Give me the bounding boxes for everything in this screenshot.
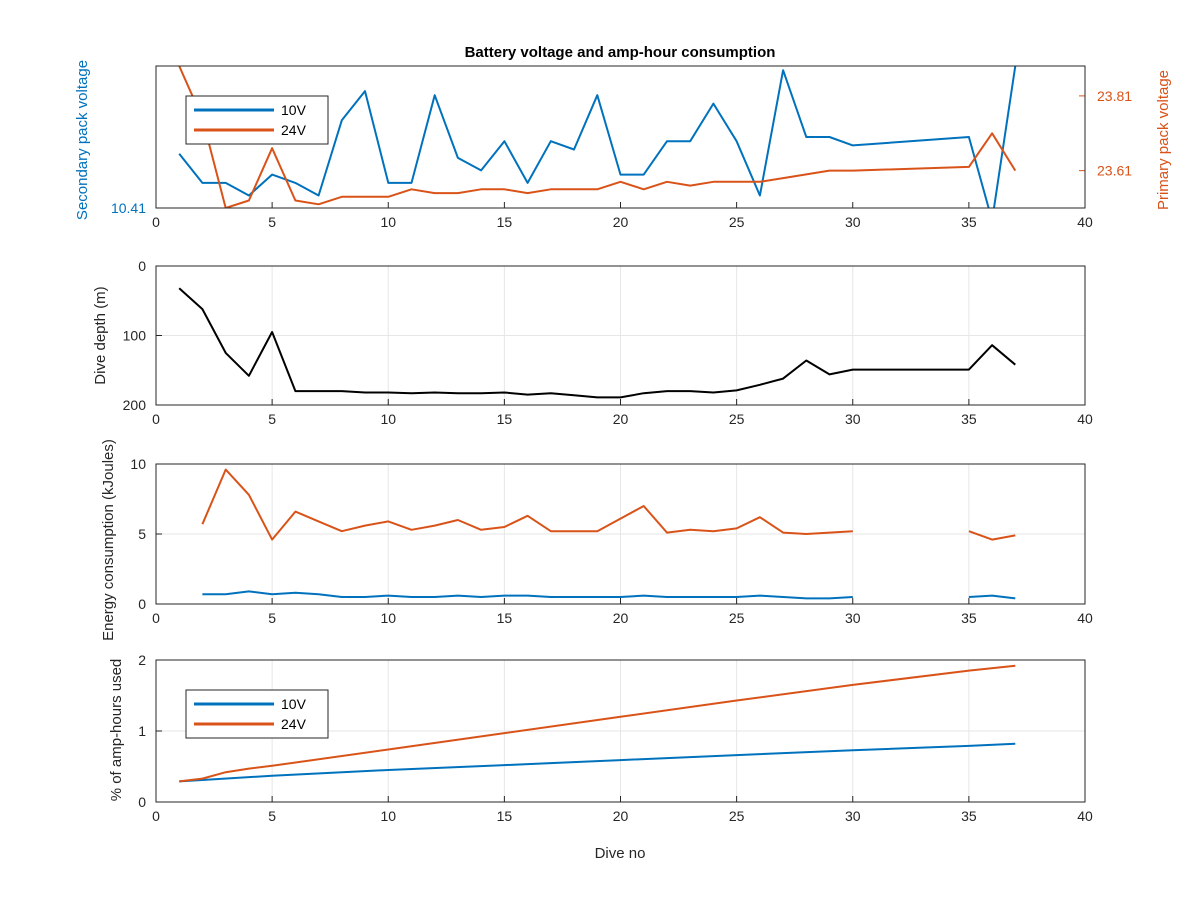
x-tick-label: 5	[268, 214, 276, 230]
x-tick-label: 35	[961, 610, 977, 626]
series-line-24V	[178, 66, 1017, 208]
y-tick-label: 200	[123, 397, 147, 413]
plot-border-4	[155, 659, 1086, 803]
y-tick-label: 5	[138, 526, 146, 542]
x-tick-label: 0	[152, 808, 160, 824]
legend-label: 24V	[281, 122, 307, 138]
y-right-tick-label: 23.81	[1097, 88, 1132, 104]
x-tick-label: 10	[380, 411, 396, 427]
y-tick-label: 10	[130, 456, 146, 472]
x-tick-label: 35	[961, 411, 977, 427]
x-tick-label: 40	[1077, 808, 1093, 824]
series-line-energy-0-0	[201, 468, 853, 541]
plot-border-3	[155, 463, 1086, 605]
x-tick-label: 10	[380, 214, 396, 230]
x-axis-label: Dive no	[595, 845, 646, 862]
x-tick-label: 10	[380, 808, 396, 824]
y-tick-label: 0	[138, 258, 146, 274]
series-line-energy-1-1	[968, 594, 1016, 600]
x-tick-label: 40	[1077, 610, 1093, 626]
y-tick-label: 2	[138, 652, 146, 668]
x-tick-label: 25	[729, 214, 745, 230]
plot-border-2	[155, 265, 1086, 406]
y-axis-label-amp-hours: % of amp-hours used	[108, 659, 125, 802]
x-tick-label: 15	[497, 411, 513, 427]
x-tick-label: 20	[613, 214, 629, 230]
x-tick-label: 30	[845, 214, 861, 230]
x-tick-label: 35	[961, 808, 977, 824]
x-tick-label: 15	[497, 610, 513, 626]
y-left-tick-label: 10.41	[111, 200, 146, 216]
legend-box	[185, 689, 329, 739]
y-axis-label-energy: Energy consumption (kJoules)	[100, 439, 117, 641]
x-tick-label: 10	[380, 610, 396, 626]
x-tick-label: 5	[268, 411, 276, 427]
legend-label: 10V	[281, 696, 307, 712]
x-tick-label: 20	[613, 411, 629, 427]
y-tick-label: 0	[138, 794, 146, 810]
plot-border-1	[155, 65, 1086, 209]
x-tick-label: 30	[845, 808, 861, 824]
x-tick-label: 15	[497, 214, 513, 230]
figure-title: Battery voltage and amp-hour consumption	[465, 44, 776, 61]
series-line-energy-1-0	[202, 590, 853, 600]
x-tick-label: 25	[729, 610, 745, 626]
legend-label: 24V	[281, 716, 307, 732]
y-tick-label: 1	[138, 723, 146, 739]
x-tick-label: 15	[497, 808, 513, 824]
legend-label: 10V	[281, 102, 307, 118]
x-tick-label: 40	[1077, 214, 1093, 230]
y-right-tick-label: 23.61	[1097, 163, 1132, 179]
x-tick-label: 20	[613, 610, 629, 626]
x-tick-label: 40	[1077, 411, 1093, 427]
x-tick-label: 0	[152, 610, 160, 626]
y-tick-label: 100	[123, 328, 147, 344]
x-tick-label: 5	[268, 808, 276, 824]
legend-box	[185, 95, 329, 145]
x-tick-label: 5	[268, 610, 276, 626]
series-line-10V	[178, 66, 1017, 208]
series-line-depth	[178, 287, 1016, 399]
x-tick-label: 25	[729, 808, 745, 824]
x-tick-label: 30	[845, 411, 861, 427]
x-tick-label: 0	[152, 214, 160, 230]
x-tick-label: 25	[729, 411, 745, 427]
x-tick-label: 20	[613, 808, 629, 824]
x-tick-label: 30	[845, 610, 861, 626]
y-left-axis-label: Secondary pack voltage	[74, 60, 91, 220]
y-tick-label: 0	[138, 596, 146, 612]
x-tick-label: 0	[152, 411, 160, 427]
series-line-ah-24V	[179, 664, 1016, 783]
y-axis-label-depth: Dive depth (m)	[92, 286, 109, 384]
series-line-energy-0-1	[968, 530, 1016, 541]
x-tick-label: 35	[961, 214, 977, 230]
series-line-ah-10V	[179, 742, 1016, 783]
y-right-axis-label: Primary pack voltage	[1155, 70, 1172, 210]
